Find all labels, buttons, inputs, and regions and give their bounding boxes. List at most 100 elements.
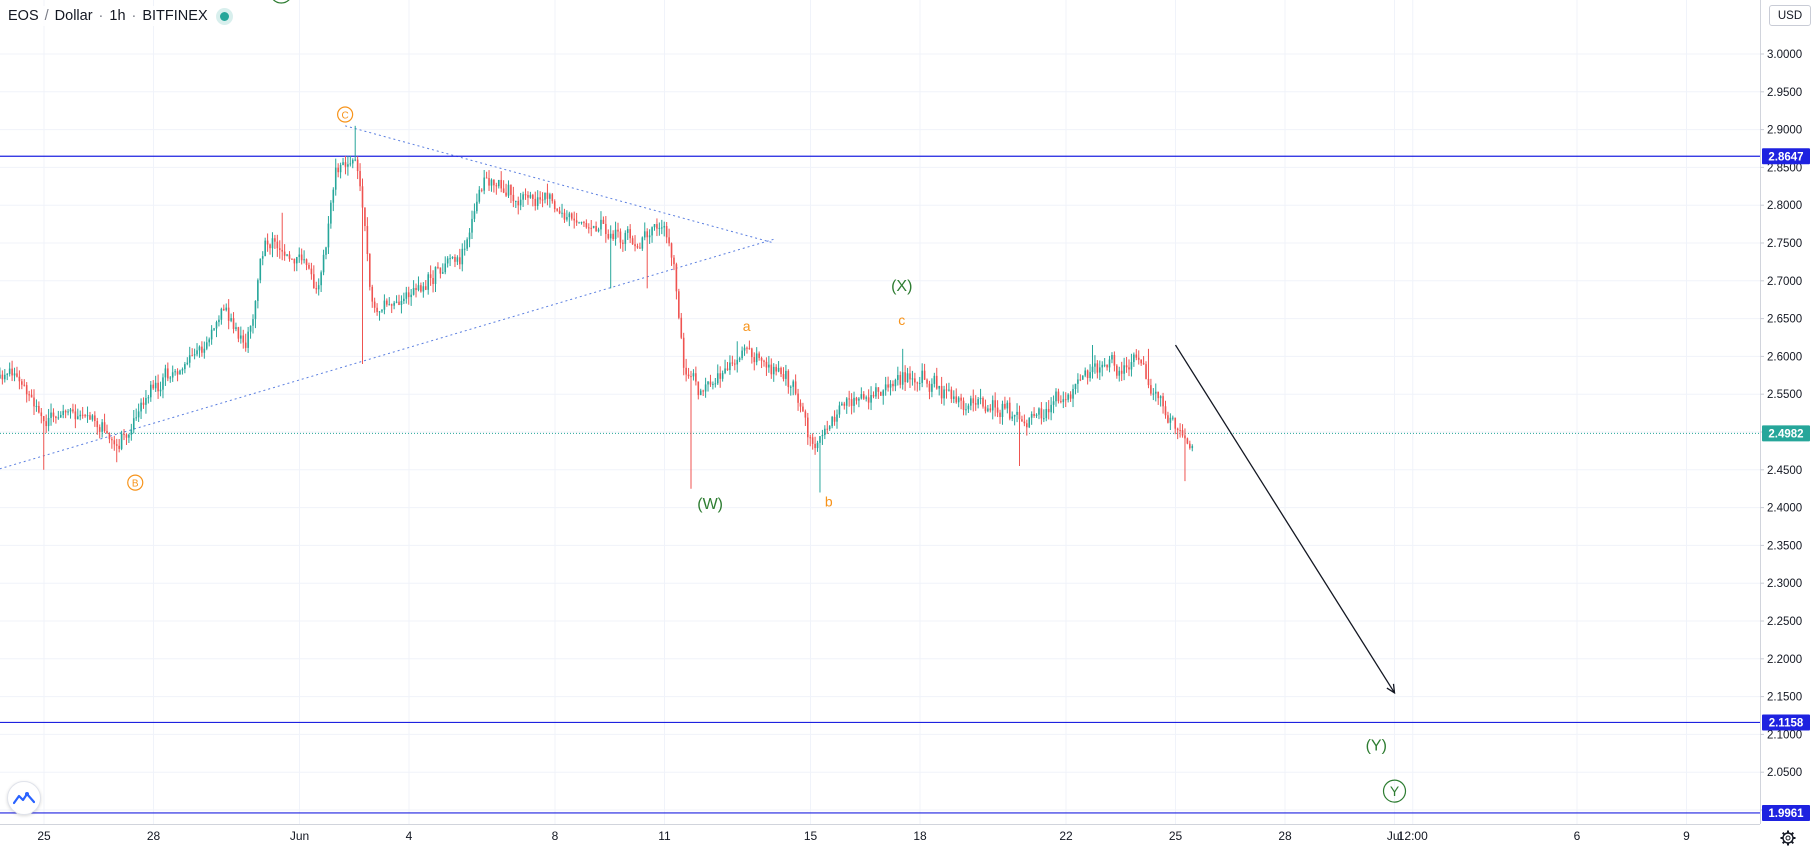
candle[interactable] [1043, 409, 1045, 423]
candle[interactable] [473, 203, 476, 223]
candle[interactable] [132, 410, 135, 434]
candle[interactable] [789, 385, 792, 396]
candle[interactable] [996, 400, 999, 418]
candle[interactable] [225, 303, 228, 312]
candle[interactable] [1111, 352, 1113, 364]
candle[interactable] [505, 183, 507, 198]
candle[interactable] [1179, 423, 1181, 438]
candle[interactable] [634, 235, 636, 252]
candle[interactable] [322, 249, 325, 276]
candle[interactable] [320, 270, 322, 293]
candle[interactable] [303, 250, 305, 264]
candle[interactable] [563, 208, 566, 223]
candle[interactable] [1057, 388, 1060, 404]
candle[interactable] [539, 191, 541, 204]
candle[interactable] [296, 256, 298, 272]
candle[interactable] [794, 374, 797, 396]
candle[interactable] [108, 432, 111, 444]
candle[interactable] [444, 256, 447, 275]
candle[interactable] [699, 388, 702, 396]
candle[interactable] [731, 355, 734, 367]
candle[interactable] [218, 315, 220, 327]
candle[interactable] [252, 314, 254, 334]
candle[interactable] [850, 393, 853, 415]
candle[interactable] [897, 366, 899, 386]
candle[interactable] [337, 163, 339, 178]
candle[interactable] [668, 228, 670, 247]
candle[interactable] [205, 336, 208, 351]
candle[interactable] [410, 289, 412, 306]
candle[interactable] [602, 216, 605, 225]
candle[interactable] [308, 262, 310, 270]
candle[interactable] [836, 409, 838, 429]
candle[interactable] [1030, 411, 1033, 425]
candle[interactable] [797, 388, 799, 411]
candle[interactable] [89, 411, 91, 420]
candle[interactable] [342, 157, 344, 166]
candle[interactable] [1142, 356, 1145, 365]
candle[interactable] [310, 262, 313, 280]
candle[interactable] [1120, 361, 1123, 382]
candle[interactable] [118, 438, 120, 453]
candle[interactable] [159, 381, 162, 397]
candle[interactable] [583, 220, 585, 227]
candle[interactable] [478, 186, 481, 204]
candle[interactable] [855, 396, 858, 405]
candle[interactable] [1, 370, 4, 385]
candle[interactable] [454, 254, 456, 268]
candle[interactable] [578, 221, 580, 224]
candle[interactable] [412, 280, 415, 296]
candle[interactable] [918, 376, 921, 391]
candle[interactable] [651, 226, 653, 243]
candle[interactable] [203, 341, 206, 359]
candle[interactable] [1084, 367, 1086, 378]
candle[interactable] [772, 363, 775, 382]
candle[interactable] [6, 373, 9, 381]
candle[interactable] [235, 322, 237, 332]
candle[interactable] [880, 391, 882, 396]
candle[interactable] [1101, 361, 1104, 377]
candle[interactable] [734, 359, 736, 371]
candle[interactable] [702, 389, 704, 396]
candle[interactable] [213, 327, 215, 331]
candle[interactable] [466, 237, 468, 251]
candle[interactable] [1191, 444, 1194, 452]
candle[interactable] [928, 380, 931, 400]
candle[interactable] [573, 211, 575, 229]
candle[interactable] [264, 237, 266, 257]
candle[interactable] [549, 192, 551, 208]
candle[interactable] [979, 388, 982, 405]
candle[interactable] [1140, 359, 1142, 366]
candle[interactable] [395, 295, 398, 304]
candle[interactable] [349, 155, 352, 167]
candle[interactable] [558, 206, 561, 215]
candle[interactable] [230, 313, 232, 323]
candle[interactable] [38, 401, 40, 414]
candle[interactable] [242, 329, 245, 349]
candle[interactable] [8, 362, 11, 377]
candle[interactable] [512, 186, 515, 208]
candle[interactable] [480, 188, 483, 193]
candle[interactable] [16, 366, 18, 378]
candle[interactable] [994, 392, 996, 417]
candle[interactable] [140, 398, 142, 420]
candle[interactable] [193, 348, 196, 360]
candle[interactable] [760, 356, 763, 369]
candle[interactable] [680, 312, 683, 340]
candle[interactable] [1008, 397, 1011, 421]
candle[interactable] [4, 369, 6, 383]
candle[interactable] [281, 212, 283, 261]
candle[interactable] [57, 410, 60, 420]
candle[interactable] [824, 425, 826, 440]
candle[interactable] [1106, 364, 1108, 371]
candle[interactable] [663, 221, 666, 237]
candle[interactable] [875, 383, 877, 399]
candle[interactable] [407, 286, 410, 305]
candle[interactable] [383, 294, 386, 315]
candle[interactable] [675, 262, 678, 300]
candle[interactable] [777, 361, 780, 373]
candle[interactable] [332, 187, 335, 212]
candle[interactable] [257, 278, 259, 309]
candle[interactable] [502, 180, 505, 194]
candle[interactable] [977, 397, 979, 409]
